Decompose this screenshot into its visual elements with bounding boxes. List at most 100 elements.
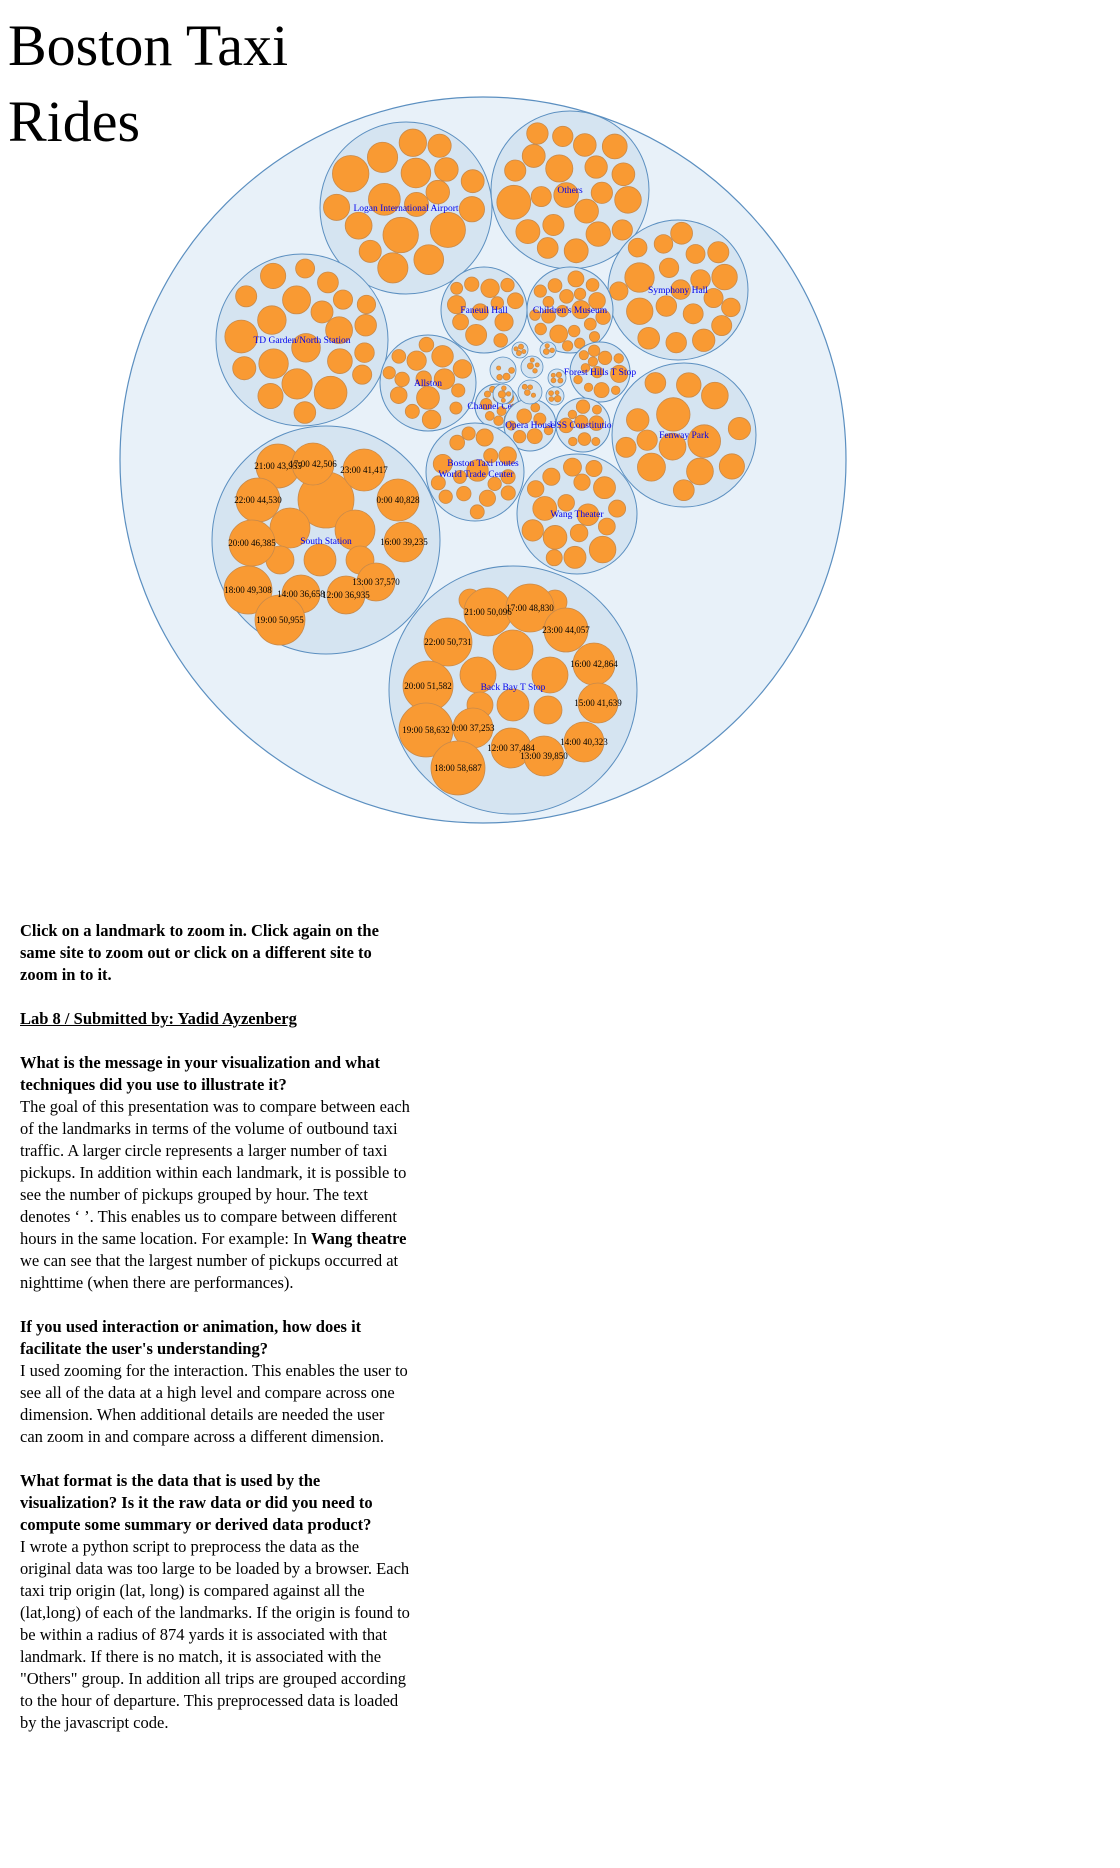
hour-bubble[interactable] <box>257 305 287 335</box>
hour-bubble[interactable] <box>496 184 532 220</box>
hour-bubble[interactable] <box>394 371 410 388</box>
hour-bubble[interactable] <box>721 297 741 318</box>
hour-bubble[interactable] <box>421 409 442 430</box>
hour-bubble[interactable] <box>591 437 601 446</box>
hour-bubble[interactable] <box>577 432 592 446</box>
hour-bubble[interactable] <box>483 390 491 398</box>
hour-bubble[interactable] <box>626 408 650 432</box>
hour-bubble[interactable] <box>423 617 473 667</box>
hour-bubble[interactable] <box>530 392 536 398</box>
hour-bubble[interactable] <box>483 448 499 464</box>
hour-bubble[interactable] <box>588 344 601 357</box>
hour-bubble[interactable] <box>624 262 655 293</box>
hour-bubble[interactable] <box>434 157 459 182</box>
hour-bubble[interactable] <box>496 365 502 371</box>
hour-bubble[interactable] <box>450 281 464 295</box>
hour-bubble[interactable] <box>456 486 472 502</box>
hour-bubble[interactable] <box>536 237 559 259</box>
hour-bubble[interactable] <box>558 417 574 434</box>
hour-bubble[interactable] <box>404 191 429 217</box>
hour-bubble[interactable] <box>430 740 486 796</box>
hour-bubble[interactable] <box>595 309 611 325</box>
hour-bubble[interactable] <box>690 269 711 290</box>
hour-bubble[interactable] <box>260 262 287 289</box>
hour-bubble[interactable] <box>584 155 608 179</box>
hour-bubble[interactable] <box>449 401 463 415</box>
hour-bubble[interactable] <box>610 385 621 395</box>
hour-bubble[interactable] <box>500 469 516 485</box>
hour-bubble[interactable] <box>430 475 446 491</box>
hour-bubble[interactable] <box>461 426 476 441</box>
hour-bubble[interactable] <box>563 457 582 477</box>
hour-bubble[interactable] <box>293 401 317 424</box>
hour-bubble[interactable] <box>557 377 564 384</box>
hour-bubble[interactable] <box>568 436 578 447</box>
hour-bubble[interactable] <box>449 434 465 451</box>
hour-bubble[interactable] <box>404 403 420 419</box>
hour-bubble[interactable] <box>655 295 678 317</box>
hour-bubble[interactable] <box>711 263 738 291</box>
hour-bubble[interactable] <box>550 372 556 378</box>
hour-bubble[interactable] <box>563 721 605 763</box>
hour-bubble[interactable] <box>703 288 724 309</box>
hour-bubble[interactable] <box>542 467 561 486</box>
hour-bubble[interactable] <box>711 315 733 337</box>
hour-bubble[interactable] <box>507 292 524 310</box>
hour-bubble[interactable] <box>516 408 532 424</box>
hour-bubble[interactable] <box>692 328 716 352</box>
hour-bubble[interactable] <box>543 425 554 436</box>
hour-bubble[interactable] <box>478 489 496 507</box>
hour-bubble[interactable] <box>542 296 555 308</box>
circle-packing-chart[interactable]: Logan International Airport Others Symphon… <box>0 0 1120 900</box>
hour-bubble[interactable] <box>325 316 353 345</box>
hour-bubble[interactable] <box>567 324 581 338</box>
hour-bubble[interactable] <box>258 348 289 379</box>
hour-bubble[interactable] <box>656 397 691 432</box>
hour-bubble[interactable] <box>588 331 601 343</box>
hour-bubble[interactable] <box>418 336 435 353</box>
hour-bubble[interactable] <box>563 238 589 264</box>
hour-bubble[interactable] <box>269 507 311 549</box>
hour-bubble[interactable] <box>425 179 450 205</box>
hour-bubble[interactable] <box>257 383 284 410</box>
hour-bubble[interactable] <box>545 154 574 183</box>
hour-bubble[interactable] <box>611 162 636 187</box>
hour-bubble[interactable] <box>223 565 273 615</box>
hour-bubble[interactable] <box>636 429 658 451</box>
hour-bubble[interactable] <box>502 372 511 381</box>
hour-bubble[interactable] <box>496 406 507 416</box>
hour-bubble[interactable] <box>545 549 563 567</box>
hour-bubble[interactable] <box>465 324 488 346</box>
hour-bubble[interactable] <box>506 420 517 431</box>
hour-bubble[interactable] <box>556 304 569 318</box>
hour-bubble[interactable] <box>658 257 680 278</box>
hour-bubble[interactable] <box>718 453 745 480</box>
hour-bubble[interactable] <box>432 453 453 474</box>
hour-bubble[interactable] <box>389 386 408 404</box>
hour-bubble[interactable] <box>559 289 574 304</box>
hour-bubble[interactable] <box>494 312 514 332</box>
hour-bubble[interactable] <box>588 292 606 310</box>
hour-bubble[interactable] <box>613 353 624 364</box>
hour-bubble[interactable] <box>505 583 555 633</box>
hour-bubble[interactable] <box>577 682 619 724</box>
hour-bubble[interactable] <box>526 362 534 370</box>
hour-bubble[interactable] <box>460 169 485 194</box>
hour-bubble[interactable] <box>598 517 616 536</box>
hour-bubble[interactable] <box>487 476 502 491</box>
hour-bubble[interactable] <box>515 219 541 245</box>
hour-bubble[interactable] <box>383 521 425 563</box>
hour-bubble[interactable] <box>544 343 550 349</box>
hour-bubble[interactable] <box>676 372 702 398</box>
hour-bubble[interactable] <box>530 402 541 413</box>
hour-bubble[interactable] <box>527 384 533 390</box>
hour-bubble[interactable] <box>376 478 420 522</box>
hour-bubble[interactable] <box>332 289 354 310</box>
hour-bubble[interactable] <box>553 182 579 208</box>
hour-bubble[interactable] <box>480 398 493 411</box>
hour-bubble[interactable] <box>416 385 440 410</box>
hour-bubble[interactable] <box>583 317 597 331</box>
hour-bubble[interactable] <box>542 525 568 550</box>
hour-bubble[interactable] <box>549 324 568 344</box>
hour-bubble[interactable] <box>466 459 489 482</box>
